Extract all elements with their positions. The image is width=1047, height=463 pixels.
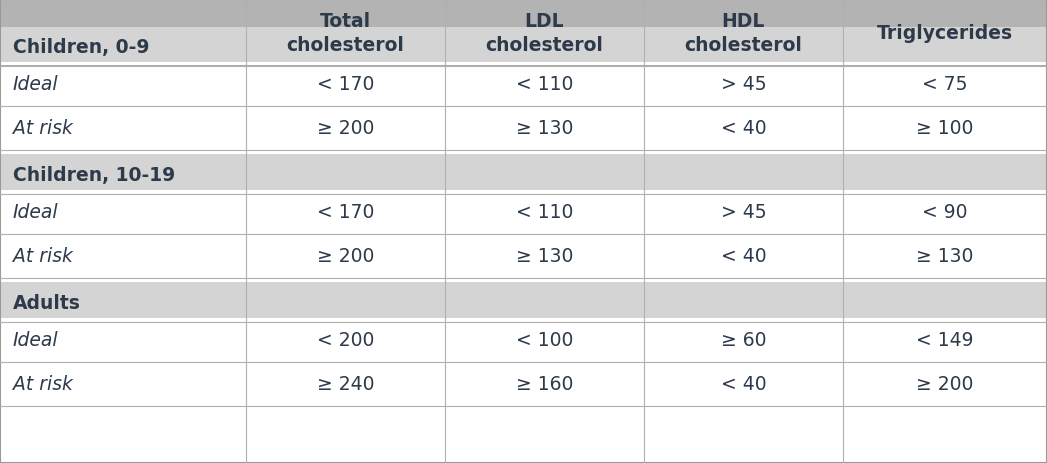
Text: ≥ 240: ≥ 240 — [317, 375, 374, 393]
Bar — [0, 0, 246, 67]
Bar — [246, 362, 445, 406]
Text: At risk: At risk — [13, 119, 72, 138]
Text: < 170: < 170 — [317, 75, 374, 94]
Text: At risk: At risk — [13, 375, 72, 393]
Text: Adults: Adults — [13, 293, 81, 312]
Bar — [644, 190, 843, 234]
Bar — [445, 0, 644, 67]
Bar — [644, 155, 843, 194]
Bar — [246, 190, 445, 234]
Text: ≥ 160: ≥ 160 — [516, 375, 573, 393]
Bar — [0, 234, 246, 278]
Text: < 110: < 110 — [516, 75, 573, 94]
Text: Triglycerides: Triglycerides — [876, 24, 1013, 43]
Text: > 45: > 45 — [720, 203, 766, 222]
Bar — [843, 155, 1047, 194]
Bar — [445, 282, 644, 322]
Bar — [644, 63, 843, 106]
Bar — [0, 27, 246, 67]
Bar — [0, 318, 246, 362]
Bar — [644, 27, 843, 67]
Bar — [445, 27, 644, 67]
Text: LDL
cholesterol: LDL cholesterol — [486, 13, 603, 55]
Bar — [644, 234, 843, 278]
Text: < 110: < 110 — [516, 203, 573, 222]
Bar — [246, 318, 445, 362]
Text: ≥ 130: ≥ 130 — [516, 119, 573, 138]
Bar — [246, 155, 445, 194]
Bar — [0, 190, 246, 234]
Bar — [843, 234, 1047, 278]
Bar — [843, 318, 1047, 362]
Bar — [644, 362, 843, 406]
Bar — [445, 106, 644, 151]
Bar — [843, 27, 1047, 67]
Text: < 40: < 40 — [720, 375, 766, 393]
Text: HDL
cholesterol: HDL cholesterol — [685, 13, 802, 55]
Text: Ideal: Ideal — [13, 203, 59, 222]
Bar — [843, 63, 1047, 106]
Bar — [246, 282, 445, 322]
Bar — [0, 282, 246, 322]
Text: < 100: < 100 — [516, 331, 573, 349]
Bar — [246, 0, 445, 67]
Text: ≥ 100: ≥ 100 — [916, 119, 974, 138]
Bar — [843, 282, 1047, 322]
Bar — [644, 0, 843, 67]
Bar — [445, 362, 644, 406]
Text: At risk: At risk — [13, 247, 72, 266]
Text: ≥ 60: ≥ 60 — [720, 331, 766, 349]
Bar — [843, 362, 1047, 406]
Text: ≥ 200: ≥ 200 — [317, 247, 374, 266]
Text: ≥ 200: ≥ 200 — [317, 119, 374, 138]
Bar — [644, 106, 843, 151]
Bar — [0, 362, 246, 406]
Bar — [246, 63, 445, 106]
Bar — [445, 234, 644, 278]
Text: Ideal: Ideal — [13, 75, 59, 94]
Text: ≥ 200: ≥ 200 — [916, 375, 974, 393]
Bar — [0, 155, 246, 194]
Bar — [0, 106, 246, 151]
Bar — [0, 63, 246, 106]
Bar — [246, 234, 445, 278]
Text: Children, 10-19: Children, 10-19 — [13, 165, 175, 184]
Bar — [843, 106, 1047, 151]
Bar — [445, 318, 644, 362]
Text: > 45: > 45 — [720, 75, 766, 94]
Bar — [445, 63, 644, 106]
Text: < 40: < 40 — [720, 119, 766, 138]
Text: < 75: < 75 — [922, 75, 967, 94]
Text: < 149: < 149 — [916, 331, 974, 349]
Text: Ideal: Ideal — [13, 331, 59, 349]
Bar — [644, 318, 843, 362]
Text: Total
cholesterol: Total cholesterol — [287, 13, 404, 55]
Bar — [843, 190, 1047, 234]
Text: Children, 0-9: Children, 0-9 — [13, 38, 149, 57]
Bar — [246, 106, 445, 151]
Text: ≥ 130: ≥ 130 — [516, 247, 573, 266]
Bar — [246, 27, 445, 67]
Text: < 90: < 90 — [922, 203, 967, 222]
Bar — [843, 0, 1047, 67]
Bar — [445, 190, 644, 234]
Bar — [445, 155, 644, 194]
Bar — [644, 282, 843, 322]
Text: < 40: < 40 — [720, 247, 766, 266]
Text: < 170: < 170 — [317, 203, 374, 222]
Text: < 200: < 200 — [317, 331, 374, 349]
Text: ≥ 130: ≥ 130 — [916, 247, 974, 266]
